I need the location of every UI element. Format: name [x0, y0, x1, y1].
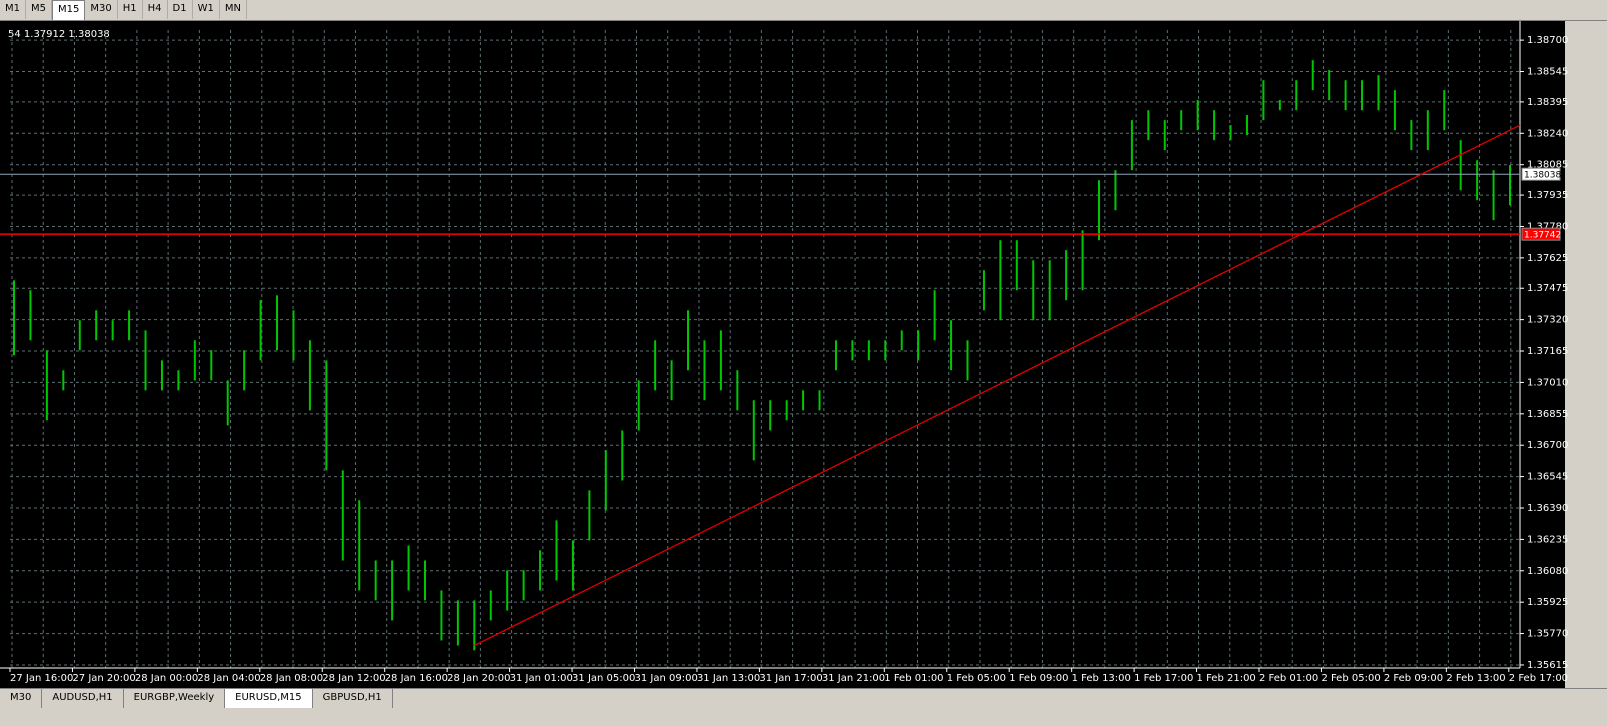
x-tick-label: 28 Jan 20:00 — [447, 673, 510, 684]
x-tick-label: 2 Feb 09:00 — [1384, 673, 1443, 684]
y-tick-label: 1.37010 — [1527, 377, 1568, 388]
x-tick-label: 31 Jan 13:00 — [697, 673, 760, 684]
y-tick-label: 1.37780 — [1527, 221, 1568, 232]
y-tick-label: 1.38395 — [1527, 97, 1568, 108]
x-tick-label: 28 Jan 08:00 — [260, 673, 323, 684]
timeframe-button[interactable]: D1 — [168, 0, 193, 19]
y-tick-label: 1.35615 — [1527, 660, 1568, 671]
y-tick-label: 1.37165 — [1527, 346, 1568, 357]
timeframe-button[interactable]: H4 — [143, 0, 168, 19]
timeframe-button[interactable]: M5 — [26, 0, 52, 19]
x-tick-label: 1 Feb 17:00 — [1134, 673, 1193, 684]
timeframe-button[interactable]: H1 — [118, 0, 143, 19]
right-frame — [1565, 21, 1607, 688]
x-tick-label: 28 Jan 04:00 — [197, 673, 260, 684]
chart-background — [0, 21, 1565, 688]
x-tick-label: 2 Feb 17:00 — [1509, 673, 1568, 684]
timeframe-button[interactable]: M1 — [0, 0, 26, 19]
x-tick-label: 28 Jan 00:00 — [135, 673, 198, 684]
y-tick-label: 1.38085 — [1527, 160, 1568, 171]
y-tick-label: 1.36855 — [1527, 409, 1568, 420]
x-tick-label: 28 Jan 12:00 — [322, 673, 385, 684]
x-tick-label: 2 Feb 05:00 — [1321, 673, 1380, 684]
bid-label-box — [1521, 167, 1561, 181]
chart-info: 54 1.37912 1.38038 — [8, 29, 110, 40]
y-tick-label: 1.36545 — [1527, 472, 1568, 483]
x-tick-label: 1 Feb 09:00 — [1009, 673, 1068, 684]
chart-tab[interactable]: M30 — [0, 689, 43, 708]
x-tick-label: 31 Jan 01:00 — [510, 673, 573, 684]
x-tick-label: 31 Jan 05:00 — [572, 673, 635, 684]
y-tick-label: 1.38700 — [1527, 35, 1568, 46]
chart-tab[interactable]: EURGBP,Weekly — [124, 689, 226, 708]
y-tick-label: 1.36080 — [1527, 566, 1568, 577]
chart-tab[interactable]: AUDUSD,H1 — [42, 689, 124, 708]
x-tick-label: 2 Feb 13:00 — [1446, 673, 1505, 684]
chart-tab[interactable]: GBPUSD,H1 — [313, 689, 393, 708]
bid-label: 1.38038 — [1524, 171, 1561, 181]
y-tick-label: 1.36390 — [1527, 503, 1568, 514]
x-tick-label: 2 Feb 01:00 — [1259, 673, 1318, 684]
x-tick-label: 1 Feb 05:00 — [947, 673, 1006, 684]
chart: 54 1.37912 1.38038 1.38700 1.38545 1.38395… — [0, 21, 1607, 688]
timeframe-button[interactable]: MN — [220, 0, 247, 19]
y-tick-label: 1.36700 — [1527, 440, 1568, 451]
y-tick-label: 1.35770 — [1527, 629, 1568, 640]
x-tick-label: 27 Jan 20:00 — [72, 673, 135, 684]
y-tick-label: 1.37320 — [1527, 315, 1568, 326]
y-tick-label: 1.35925 — [1527, 597, 1568, 608]
y-tick-label: 1.38545 — [1527, 67, 1568, 78]
x-tick-label: 1 Feb 01:00 — [884, 673, 943, 684]
x-tick-label: 28 Jan 16:00 — [385, 673, 448, 684]
x-tick-label: 27 Jan 16:00 — [10, 673, 73, 684]
y-tick-label: 1.37475 — [1527, 283, 1568, 294]
y-tick-label: 1.37935 — [1527, 190, 1568, 201]
timeframe-button[interactable]: M30 — [85, 0, 118, 19]
x-tick-label: 31 Jan 17:00 — [759, 673, 822, 684]
x-tick-label: 1 Feb 13:00 — [1072, 673, 1131, 684]
x-tick-label: 31 Jan 21:00 — [822, 673, 885, 684]
chart-tab[interactable]: EURUSD,M15 — [225, 689, 313, 708]
x-tick-label: 1 Feb 21:00 — [1197, 673, 1256, 684]
chart-tabs: M30 AUDUSD,H1 EURGBP,Weekly EURUSD,M15 GBPUS… — [0, 688, 1607, 708]
x-tick-label: 31 Jan 09:00 — [635, 673, 698, 684]
y-tick-label: 1.38240 — [1527, 128, 1568, 139]
timeframe-button[interactable]: M15 — [52, 0, 86, 21]
timeframe-toolbar: M1 M5 M15 M30 H1 H4 D1 W1 MN — [0, 0, 1607, 21]
alert-label-box — [1521, 227, 1561, 241]
y-tick-label: 1.37625 — [1527, 253, 1568, 264]
timeframe-button[interactable]: W1 — [193, 0, 220, 19]
y-tick-label: 1.36235 — [1527, 534, 1568, 545]
alert-label: 1.37742 — [1524, 231, 1561, 241]
trendline — [474, 124, 1521, 647]
